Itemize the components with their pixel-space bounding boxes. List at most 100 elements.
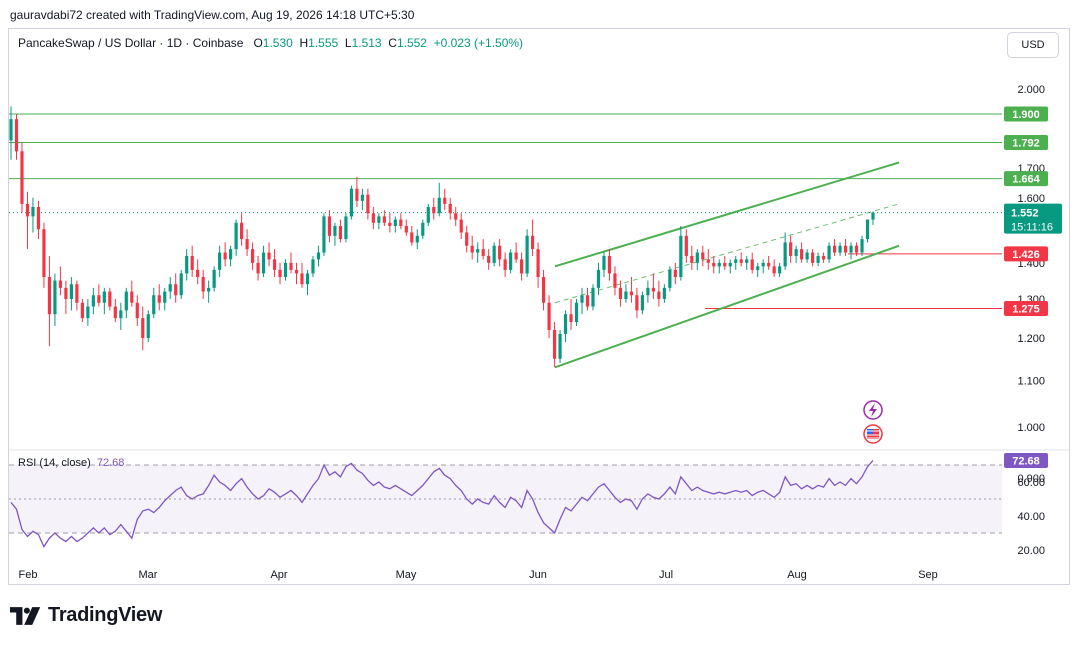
attribution-text: gauravdabi72 created with TradingView.co…: [10, 8, 415, 22]
candle-body: [761, 262, 765, 267]
candle-body: [261, 252, 266, 274]
channel-middle-line[interactable]: [554, 203, 900, 304]
last-price-label: 1.552: [1011, 208, 1039, 220]
candle-body: [492, 245, 496, 263]
candle-body: [69, 284, 73, 299]
candle-body: [607, 255, 612, 274]
candle-body: [849, 245, 853, 253]
candle-body: [789, 242, 793, 256]
chart-canvas[interactable]: 2.0001.7001.6001.4001.3001.2001.1001.000…: [0, 0, 1080, 600]
candle-body: [865, 219, 870, 240]
candle-body: [207, 287, 211, 292]
candle-body: [47, 276, 52, 315]
level-price-label: 1.426: [1012, 249, 1040, 261]
candle-body: [179, 273, 183, 296]
rsi-axis-tick: 40.00: [1017, 511, 1045, 523]
candle-body: [119, 310, 123, 319]
symbol-name[interactable]: PancakeSwap / US Dollar · 1D · Coinbase: [18, 36, 244, 50]
candle-body: [712, 262, 716, 267]
time-axis-tick: Feb: [19, 569, 38, 581]
low-label: L: [344, 36, 352, 50]
tradingview-logo[interactable]: TradingView: [10, 604, 162, 627]
candle-body: [58, 280, 63, 288]
price-axis-tick: 2.000: [1017, 84, 1045, 96]
candle-body: [64, 287, 68, 299]
candle-body: [311, 259, 315, 274]
candle-body: [520, 259, 524, 274]
candle-body: [843, 245, 848, 253]
candle-body: [706, 259, 710, 263]
time-axis-tick: Aug: [787, 569, 807, 581]
candle-body: [80, 302, 84, 319]
candle-body: [366, 194, 370, 214]
price-axis-tick: 1.100: [1017, 375, 1045, 387]
candle-body: [256, 262, 260, 274]
candle-body: [476, 249, 480, 253]
currency-button[interactable]: USD: [1007, 32, 1059, 58]
candle-body: [185, 255, 189, 274]
candle-body: [805, 252, 809, 260]
candle-body: [514, 252, 518, 260]
high-value: 1.555: [308, 36, 339, 50]
tradingview-logo-text: TradingView: [48, 604, 163, 626]
candle-body: [223, 252, 227, 260]
close-value: 1.552: [396, 36, 427, 50]
candle-body: [454, 213, 458, 220]
candle-body: [190, 255, 194, 270]
candle-body: [196, 269, 200, 277]
candle-body: [300, 273, 304, 285]
candle-body: [547, 302, 551, 330]
candle-body: [42, 229, 46, 277]
candle-body: [640, 295, 645, 311]
open-label: O: [253, 36, 263, 50]
candle-body: [102, 291, 106, 303]
candle-body: [767, 262, 771, 267]
candle-body: [596, 269, 601, 288]
level-price-label: 1.792: [1012, 138, 1040, 150]
bar-countdown-label: 15:11:16: [1011, 222, 1053, 234]
candle-body: [399, 219, 403, 226]
time-axis-tick: Jun: [529, 569, 547, 581]
channel-lower-line[interactable]: [554, 244, 900, 369]
candle-body: [624, 291, 628, 299]
change-value: +0.023 (+1.50%): [433, 36, 524, 50]
candle-body: [701, 252, 705, 260]
rsi-line: [10, 459, 874, 548]
candle-body: [163, 291, 167, 303]
candle-body: [750, 259, 754, 270]
candle-body: [487, 255, 491, 263]
candle-body: [536, 249, 540, 277]
rsi-name[interactable]: RSI (14, close): [18, 457, 91, 469]
candle-body: [728, 262, 732, 267]
candle-body: [410, 232, 414, 243]
candle-body: [53, 280, 57, 315]
channel-upper-line[interactable]: [554, 161, 900, 268]
candle-body: [305, 273, 310, 285]
candle-body: [316, 252, 321, 260]
candle-body: [800, 249, 804, 260]
low-value: 1.513: [351, 36, 382, 50]
candle-body: [31, 206, 35, 217]
candle-body: [283, 262, 288, 277]
candle-body: [278, 269, 282, 277]
level-price-label: 1.900: [1012, 109, 1040, 121]
candle-body: [558, 333, 562, 359]
candle-body: [135, 302, 139, 319]
candle-body: [827, 245, 831, 260]
candle-body: [503, 259, 507, 270]
candle-body: [272, 259, 277, 270]
level-price-tag: [1004, 171, 1048, 187]
candle-body: [783, 242, 787, 267]
time-axis-tick: Apr: [270, 569, 287, 581]
candle-body: [377, 216, 381, 223]
candle-body: [97, 295, 101, 303]
candle-body: [388, 222, 392, 226]
candle-body: [585, 295, 590, 307]
candle-body: [459, 219, 463, 233]
candle-body: [174, 284, 178, 296]
candle-body: [734, 259, 738, 263]
candle-body: [437, 197, 441, 214]
candle-body: [20, 151, 24, 204]
chart-frame: [8, 28, 1070, 585]
candle-body: [113, 306, 117, 319]
